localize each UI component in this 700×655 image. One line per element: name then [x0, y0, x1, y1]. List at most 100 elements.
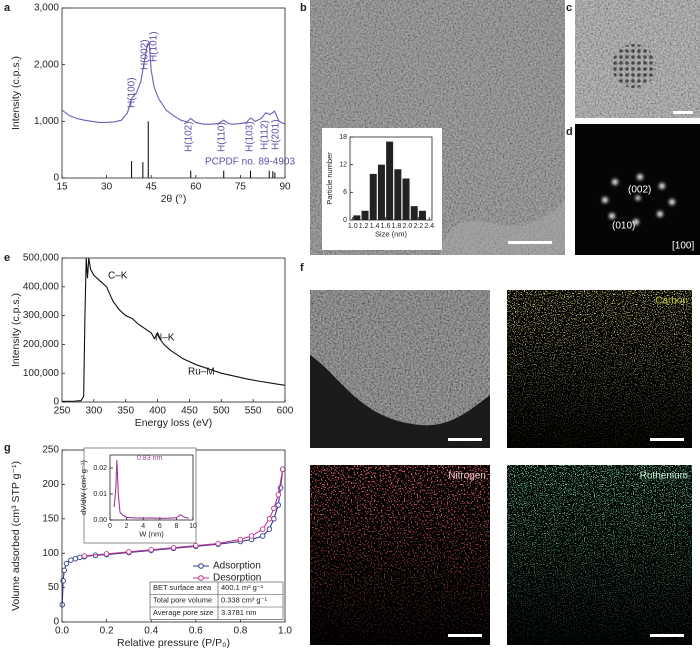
y-tick-label: 12: [339, 162, 347, 169]
x-tick-label: 10: [189, 523, 197, 530]
plot-frame: [61, 7, 286, 179]
bar: [361, 210, 369, 220]
map-fade: [310, 465, 490, 645]
scale-bar: [508, 241, 552, 244]
x-tick-label: 350: [117, 406, 134, 417]
data-point: [148, 547, 154, 553]
y-tick-label: 150: [42, 513, 59, 524]
annotation: H(103): [245, 121, 256, 152]
legend-label: Desorption: [213, 573, 261, 584]
x-tick-label: 1.0: [348, 223, 358, 230]
table-cell: 3.3781 nm: [221, 608, 256, 617]
x-axis-label: W (nm): [139, 530, 164, 539]
y-axis-label: dV/dW (cm³ g⁻¹): [79, 460, 88, 515]
table-cell: 400.1 m² g⁻¹: [221, 583, 264, 592]
data-line: [61, 41, 286, 125]
x-tick-label: 15: [56, 182, 68, 193]
x-tick-label: 0.2: [100, 626, 114, 637]
x-tick-label: 60: [190, 182, 202, 193]
x-tick-label: 0.8: [233, 626, 247, 637]
y-tick-label: 0: [343, 217, 347, 224]
x-tick-label: 300: [86, 406, 103, 417]
y-tick-label: 0: [53, 617, 59, 628]
fft-label: (002): [628, 185, 651, 196]
bar: [377, 164, 385, 220]
bar: [418, 210, 426, 220]
data-point: [68, 557, 74, 563]
data-point: [280, 466, 286, 473]
data-point: [266, 526, 273, 532]
panel-label: d: [566, 126, 573, 138]
legend-marker: [198, 575, 204, 581]
annotation: H(110): [217, 122, 228, 152]
annotation: H(201): [271, 119, 282, 150]
y-tick-label: 250: [42, 445, 59, 456]
scale-bar: [673, 111, 693, 114]
y-tick-label: 0.00: [93, 517, 107, 524]
x-tick-label: 0: [108, 523, 112, 530]
x-tick-label: 90: [279, 182, 291, 193]
bar: [353, 215, 361, 220]
data-point: [259, 533, 266, 539]
legend-marker: [198, 563, 204, 569]
x-tick-label: 2.2: [413, 223, 423, 230]
x-tick-label: 0.0: [55, 626, 69, 637]
y-tick-label: 100,000: [23, 368, 60, 379]
data-point: [266, 516, 273, 522]
data-point: [259, 526, 266, 532]
data-line: [61, 257, 286, 402]
y-tick-label: 400,000: [23, 281, 60, 292]
bar: [410, 206, 418, 220]
scale-bar: [448, 634, 482, 637]
x-tick-label: 8: [174, 523, 178, 530]
x-tick-label: 1.2: [359, 223, 369, 230]
annotation: H(100): [127, 77, 138, 108]
x-tick-label: 2: [125, 523, 129, 530]
data-point: [170, 544, 177, 551]
map-label: Ruthenium: [640, 471, 688, 482]
table-cell: BET surface area: [153, 583, 212, 592]
data-point: [126, 549, 132, 555]
x-tick-label: 45: [146, 182, 158, 193]
inset-bg: [83, 447, 197, 544]
data-point: [60, 577, 66, 584]
y-tick-label: 3,000: [34, 3, 59, 14]
y-tick-label: 50: [48, 582, 60, 593]
x-tick-label: 600: [277, 406, 294, 417]
y-axis-label: Intensity (c.p.s.): [10, 293, 22, 367]
x-tick-label: 1.6: [381, 223, 391, 230]
fft-image: [575, 124, 700, 255]
bar: [369, 173, 377, 220]
x-tick-label: 1.0: [278, 626, 292, 637]
data-point: [271, 505, 277, 512]
data-point: [237, 536, 244, 543]
y-tick-label: 1,000: [34, 116, 59, 127]
x-tick-label: 75: [235, 182, 247, 193]
y-tick-label: 300,000: [23, 310, 60, 321]
annotation: 0.83 nm: [137, 455, 162, 462]
y-tick-label: 0.01: [93, 491, 107, 498]
y-axis-label: Intensity (c.p.s.): [10, 56, 22, 130]
legend-label: Adsorption: [213, 561, 261, 572]
bar: [402, 178, 410, 220]
x-tick-label: 0.4: [144, 626, 158, 637]
y-tick-label: 100: [42, 548, 59, 559]
map-fade: [507, 290, 692, 448]
annotation: Ru–M: [188, 367, 215, 378]
x-tick-label: 2.0: [403, 223, 413, 230]
data-point: [275, 491, 282, 498]
y-tick-label: 200,000: [23, 339, 60, 350]
x-tick-label: 450: [181, 406, 198, 417]
x-axis-label: Energy loss (eV): [135, 417, 213, 429]
panel-label: g: [4, 442, 11, 454]
x-tick-label: 6: [158, 523, 162, 530]
y-axis-label: Volume adsorbed (cm³ STP g⁻¹): [10, 461, 22, 611]
plot-frame: [61, 257, 286, 403]
annotation: H(112): [260, 120, 271, 150]
data-point: [63, 560, 70, 567]
y-tick-label: 0: [53, 397, 59, 408]
map-label: Nitrogen: [448, 471, 486, 482]
y-tick-label: 2,000: [34, 59, 59, 70]
data-point: [271, 516, 277, 522]
annotation: C–K: [108, 271, 128, 282]
